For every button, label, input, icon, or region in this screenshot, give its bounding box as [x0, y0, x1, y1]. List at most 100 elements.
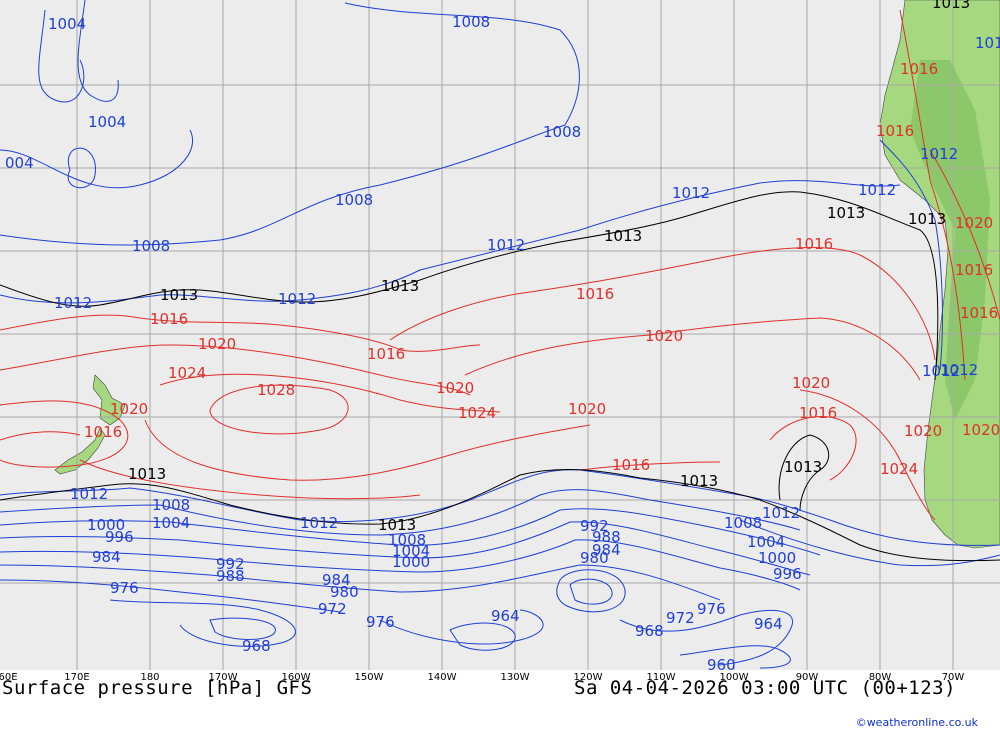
isobar-labels: 1004 1004 004 1008 1008 1008 1008 1012 1…: [5, 0, 1000, 670]
isobar-label: 1000: [392, 553, 430, 571]
isobar-label: 1008: [543, 123, 581, 141]
isobar-label: 992: [216, 555, 245, 573]
longitude-label: 100W: [719, 672, 749, 683]
isobar-label: 1013: [128, 465, 166, 483]
isobar-label: 004: [5, 154, 34, 172]
isobar-label: 984: [92, 548, 121, 566]
isobar-label: 980: [580, 549, 609, 567]
longitude-label: 180: [140, 672, 160, 683]
isobar-label: 1024: [458, 404, 496, 422]
isobar-label: 1020: [962, 421, 1000, 439]
isobar-label: 1013: [827, 204, 865, 222]
isobar-label: 1016: [612, 456, 650, 474]
ocean-background: [0, 0, 1000, 670]
isobar-label: 1024: [168, 364, 206, 382]
isobar-label: 984: [322, 571, 351, 589]
isobar-label: 1004: [48, 15, 86, 33]
isobar-label: 1012: [487, 236, 525, 254]
isobar-label: 1004: [88, 113, 126, 131]
isobar-label: 968: [242, 637, 271, 655]
longitude-label: 150W: [354, 672, 384, 683]
isobar-label: 1016: [900, 60, 938, 78]
isobar-label: 1012: [920, 145, 958, 163]
low-isobars: [0, 0, 1000, 669]
isobar-label: 1004: [747, 533, 785, 551]
isobar-label: 1013: [604, 227, 642, 245]
isobar-label: 1016: [367, 345, 405, 363]
isobar-label: 1028: [257, 381, 295, 399]
isobar-label: 1008: [388, 531, 426, 549]
isobar-label: 1020: [110, 400, 148, 418]
isobar-label: 984: [592, 541, 621, 559]
isobar-label: 1008: [724, 514, 762, 532]
longitude-label: 90W: [795, 672, 819, 683]
isobar-label: 1008: [452, 13, 490, 31]
isobar-label: 1000: [87, 516, 125, 534]
longitude-label: 140W: [427, 672, 457, 683]
isobar-label: 1012: [672, 184, 710, 202]
isobar-label: 964: [754, 615, 783, 633]
isobar-label: 980: [330, 583, 359, 601]
new-zealand-north-island: [92, 374, 126, 426]
isobar-label: 976: [366, 613, 395, 631]
isobar-label: 1012: [940, 361, 978, 379]
isobar-label: 1016: [150, 310, 188, 328]
isobar-label: 1013: [932, 0, 970, 12]
isobar-label: 972: [666, 609, 695, 627]
longitude-label: 110W: [646, 672, 676, 683]
isobar-label: 1012: [858, 181, 896, 199]
isobar-label: 1020: [198, 335, 236, 353]
isobar-label: 1012: [975, 34, 1000, 52]
isobar-label: 972: [318, 600, 347, 618]
isobar-label: 1016: [960, 304, 998, 322]
isobar-label: 1020: [792, 374, 830, 392]
isobar-label: 1004: [152, 514, 190, 532]
isobar-label: 1020: [904, 422, 942, 440]
new-zealand-south-island: [54, 427, 106, 475]
lat-lon-grid: [0, 0, 1000, 670]
isobar-label: 1016: [795, 235, 833, 253]
isobar-label: 1004: [392, 542, 430, 560]
longitude-label: 120W: [573, 672, 603, 683]
longitude-label: 160W: [281, 672, 311, 683]
isobar-label: 1012: [54, 294, 92, 312]
longitude-label: 170E: [64, 672, 90, 683]
isobar-label: 1012: [762, 504, 800, 522]
map-title: Surface pressure [hPa] GFS: [2, 677, 313, 699]
longitude-label: 130W: [500, 672, 530, 683]
isobar-label: 1013: [680, 472, 718, 490]
isobar-label: 992: [580, 517, 609, 535]
isobar-label: 988: [216, 567, 245, 585]
isobar-label: 1016: [799, 404, 837, 422]
isobar-label: 1008: [132, 237, 170, 255]
isobar-label: 1020: [645, 327, 683, 345]
credit-link[interactable]: ©weatheronline.co.uk: [855, 716, 978, 729]
isobar-label: 1024: [880, 460, 918, 478]
isobar-label: 976: [697, 600, 726, 618]
longitude-label: 60E: [0, 672, 18, 683]
isobar-label: 1012: [922, 362, 960, 380]
isobar-label: 1016: [576, 285, 614, 303]
longitude-label: 170W: [208, 672, 238, 683]
isobar-label: 1008: [152, 496, 190, 514]
isobar-label: 988: [592, 528, 621, 546]
isobar-label: 1016: [955, 261, 993, 279]
longitude-label: 70W: [941, 672, 965, 683]
isobar-label: 1016: [84, 423, 122, 441]
isobar-label: 1020: [568, 400, 606, 418]
isobar-label: 1012: [70, 485, 108, 503]
isobar-label: 1013: [378, 516, 416, 534]
reference-isobars: [0, 191, 1000, 562]
isobar-label: 1013: [160, 286, 198, 304]
valid-time: Sa 04-04-2026 03:00 UTC (00+123): [574, 677, 957, 699]
isobar-label: 1020: [436, 379, 474, 397]
isobar-label: 1013: [784, 458, 822, 476]
isobar-label: 1013: [381, 277, 419, 295]
pressure-map: 1004 1004 004 1008 1008 1008 1008 1012 1…: [0, 0, 1000, 670]
map-footer: [0, 670, 1000, 733]
isobar-label: 976: [110, 579, 139, 597]
isobar-label: 1020: [955, 214, 993, 232]
isobar-label: 968: [635, 622, 664, 640]
high-isobars: [0, 9, 1000, 521]
isobar-label: 1000: [758, 549, 796, 567]
